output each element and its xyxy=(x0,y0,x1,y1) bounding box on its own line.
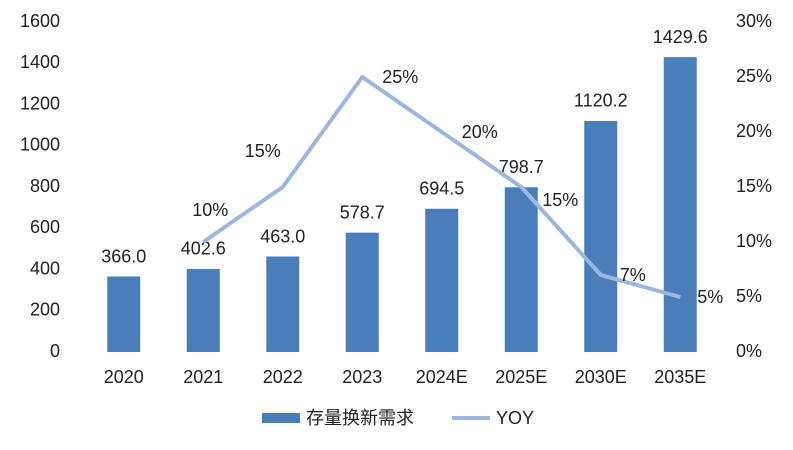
bar xyxy=(425,208,459,352)
bar-value-label: 1120.2 xyxy=(574,91,628,111)
legend-label: 存量换新需求 xyxy=(306,408,414,428)
y-tick-label: 800 xyxy=(30,176,60,196)
bar xyxy=(345,232,379,352)
y-tick-label: 1600 xyxy=(20,11,60,31)
y2-tick-label: 5% xyxy=(736,286,762,306)
x-tick-label: 2030E xyxy=(575,367,627,387)
bar xyxy=(186,268,220,352)
line-value-label: 15% xyxy=(542,190,578,210)
y-tick-label: 0 xyxy=(50,341,60,361)
bar-value-label: 694.5 xyxy=(419,179,464,199)
bar-value-label: 366.0 xyxy=(101,246,146,266)
x-tick-label: 2020 xyxy=(104,367,144,387)
x-tick-label: 2022 xyxy=(263,367,303,387)
bar xyxy=(266,256,300,352)
y-tick-label: 1400 xyxy=(20,52,60,72)
bar-value-label: 402.6 xyxy=(181,239,226,259)
bar-value-label: 798.7 xyxy=(499,157,544,177)
x-tick-label: 2025E xyxy=(495,367,547,387)
bar-value-label: 1429.6 xyxy=(653,27,708,47)
y2-tick-label: 20% xyxy=(736,121,772,141)
y-tick-label: 600 xyxy=(30,217,60,237)
x-tick-label: 2023 xyxy=(342,367,382,387)
bar xyxy=(107,276,141,352)
y2-tick-label: 10% xyxy=(736,231,772,251)
line-value-label: 15% xyxy=(245,141,281,161)
bar-value-label: 578.7 xyxy=(340,202,385,222)
line-value-label: 10% xyxy=(192,200,228,220)
x-tick-label: 2021 xyxy=(183,367,223,387)
bar xyxy=(663,57,697,353)
line-value-label: 5% xyxy=(697,287,723,307)
y2-tick-label: 0% xyxy=(736,341,762,361)
y-tick-label: 1200 xyxy=(20,93,60,113)
x-tick-label: 2024E xyxy=(416,367,468,387)
legend-label: YOY xyxy=(496,408,534,428)
y-tick-label: 400 xyxy=(30,258,60,278)
legend-swatch xyxy=(262,413,300,423)
line-value-label: 25% xyxy=(382,67,418,87)
line-value-label: 7% xyxy=(620,265,646,285)
y2-tick-label: 30% xyxy=(736,11,772,31)
x-tick-label: 2035E xyxy=(654,367,706,387)
y-tick-label: 200 xyxy=(30,300,60,320)
bar-value-label: 463.0 xyxy=(260,226,305,246)
y2-tick-label: 15% xyxy=(736,176,772,196)
y2-tick-label: 25% xyxy=(736,66,772,86)
bar xyxy=(504,187,538,352)
line-value-label: 20% xyxy=(462,122,498,142)
y-tick-label: 1000 xyxy=(20,135,60,155)
line xyxy=(202,75,681,299)
bar xyxy=(584,120,618,353)
